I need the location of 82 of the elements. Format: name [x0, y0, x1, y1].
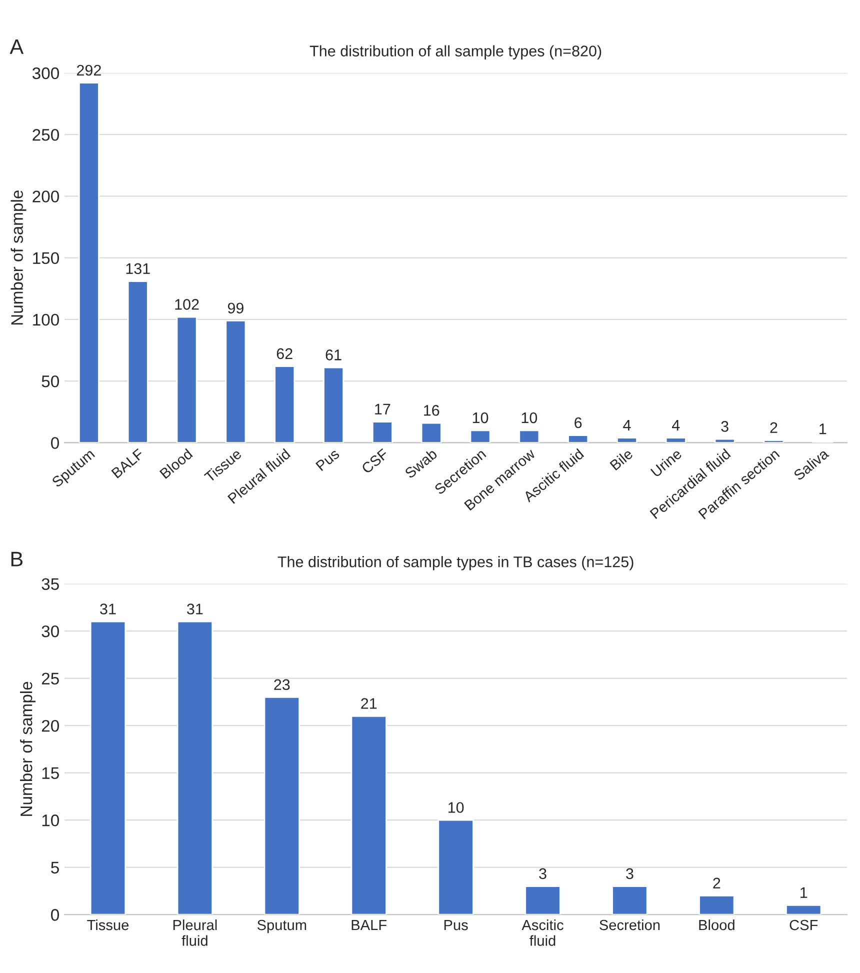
data-label: 99	[228, 302, 244, 314]
bar	[665, 437, 686, 443]
y-tick-label: 25	[42, 672, 59, 685]
data-label: 17	[375, 404, 390, 414]
data-label: 2	[770, 422, 778, 433]
x-tick-label: Bile	[609, 448, 634, 471]
x-tick-label: Pus	[316, 448, 340, 472]
text: B	[11, 552, 23, 566]
bar	[274, 366, 296, 443]
y-tick-label: 15	[42, 767, 59, 780]
y-axis-title: Number of sample	[20, 682, 36, 816]
data-label: 3	[721, 421, 728, 432]
x-tick-label: CSF	[360, 448, 389, 474]
bar	[698, 895, 735, 915]
y-tick-label: 20	[42, 720, 59, 732]
bar	[420, 422, 442, 443]
x-tick-label: Blood	[699, 919, 734, 930]
y-axis-title: Number of sample	[10, 190, 26, 325]
data-label: 1	[820, 424, 826, 434]
bar	[264, 696, 300, 915]
bar	[350, 715, 387, 915]
x-tick-label: Sputum	[257, 920, 306, 934]
bar	[90, 620, 126, 915]
data-label: 3	[626, 868, 634, 880]
data-label: 6	[574, 417, 582, 428]
x-tick-label: Ascitic fluid	[522, 919, 564, 946]
bar	[518, 430, 540, 443]
data-label: 4	[623, 420, 631, 430]
data-label: 4	[672, 420, 680, 430]
data-label: 2	[713, 878, 720, 888]
y-tick-label: 10	[42, 814, 59, 826]
y-tick-label: 35	[42, 578, 59, 590]
data-label: 3	[539, 868, 546, 880]
x-tick-label: Pleural fluid	[173, 919, 217, 946]
y-tick-label: 300	[32, 67, 59, 80]
data-label: 292	[76, 64, 101, 76]
y-tick-label: 150	[33, 252, 59, 264]
data-label: 10	[472, 412, 488, 424]
y-tick-label: 100	[33, 314, 59, 326]
bar	[225, 320, 246, 443]
data-label: 16	[424, 404, 440, 416]
bar	[176, 620, 214, 915]
bar	[763, 440, 784, 443]
x-tick-label: Pus	[444, 920, 468, 930]
data-label: 10	[448, 802, 464, 813]
bar	[127, 280, 148, 443]
y-tick-label: 250	[32, 129, 59, 141]
data-label: 62	[276, 348, 292, 360]
x-tick-label: Secretion	[600, 919, 660, 930]
bar	[438, 819, 474, 915]
chart-title: The distribution of all sample types (n=820)	[310, 45, 602, 60]
text: A	[10, 40, 24, 54]
data-label: 31	[187, 604, 203, 614]
bar	[786, 904, 822, 915]
data-label: 21	[361, 698, 377, 709]
data-label: 1	[800, 887, 808, 898]
bar	[612, 886, 648, 915]
data-label: 102	[175, 299, 199, 310]
y-tick-label: 30	[42, 625, 59, 638]
bar	[470, 430, 491, 443]
bar	[568, 434, 589, 443]
bar	[176, 316, 198, 443]
bar	[616, 437, 638, 443]
bar	[323, 366, 344, 443]
data-label: 10	[522, 412, 538, 424]
data-label: 61	[326, 350, 342, 360]
x-tick-label: BALF	[352, 920, 386, 930]
y-tick-label: 0	[51, 437, 59, 449]
bar	[714, 438, 736, 443]
bar	[372, 421, 393, 443]
data-label: 131	[126, 263, 150, 274]
x-tick-label: CSF	[790, 920, 818, 930]
bar	[78, 82, 100, 443]
y-tick-label: 0	[51, 909, 59, 921]
data-label: 23	[274, 679, 290, 690]
bar	[524, 886, 561, 915]
y-tick-label: 200	[32, 190, 59, 202]
y-tick-label: 5	[51, 862, 59, 874]
chart-title: The distribution of sample types in TB cases (n=125)	[278, 556, 634, 570]
data-label: 31	[100, 604, 116, 614]
y-tick-label: 50	[42, 375, 59, 388]
x-tick-label: Tissue	[87, 919, 129, 930]
